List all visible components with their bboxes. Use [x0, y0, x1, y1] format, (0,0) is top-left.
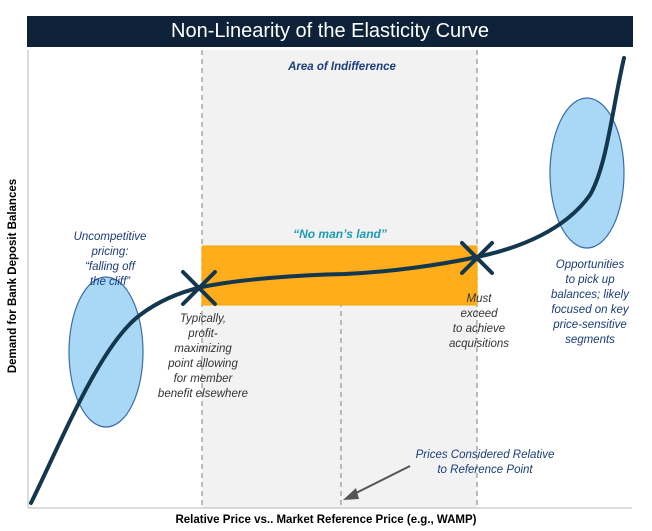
left-x-marker: [181, 270, 217, 306]
opportunities-label: Opportunities to pick up balances; likel…: [551, 259, 629, 346]
x-axis-label: Relative Price vs.. Market Reference Pri…: [175, 514, 477, 526]
area-of-indifference-label: Area of Indifference: [288, 61, 396, 73]
diagram-title: Non-Linearity of the Elasticity Curve: [27, 16, 633, 47]
elasticity-curve: [29, 56, 626, 505]
profit-maximizing-label: Typically, profit- maximizing point allo…: [157, 313, 249, 400]
no-mans-land-label: “No man’s land”: [293, 227, 387, 241]
uncompetitive-pricing-label: Uncompetitive pricing: “falling off the …: [73, 231, 147, 288]
y-axis-label: Demand for Bank Deposit Balances: [7, 178, 19, 374]
must-exceed-label: Must exceed to achieve acquisitions: [448, 293, 510, 350]
reference-arrow: [343, 465, 411, 500]
prices-considered-label: Prices Considered Relative to Reference …: [415, 449, 555, 476]
right-ellipse: [549, 97, 625, 249]
right-x-marker: [460, 241, 494, 275]
